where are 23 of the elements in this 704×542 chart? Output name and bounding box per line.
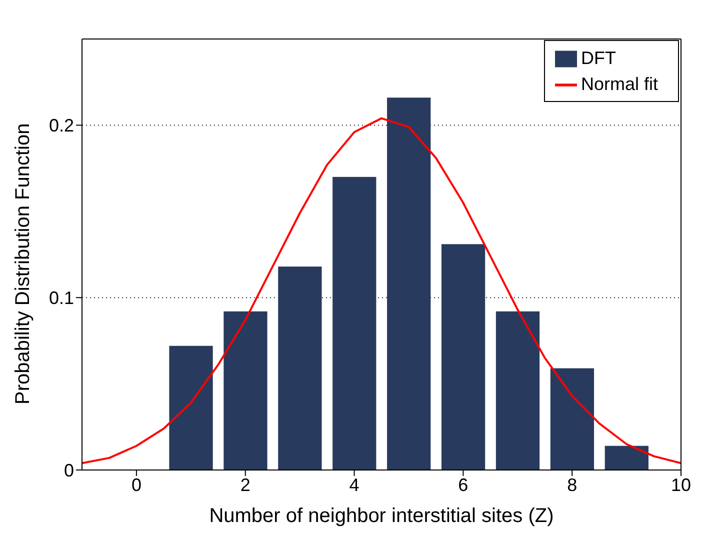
x-tick-label: 8 <box>567 474 578 495</box>
bar <box>604 446 648 470</box>
x-tick-label: 0 <box>131 474 142 495</box>
x-tick-label: 2 <box>240 474 250 495</box>
bar <box>387 98 431 470</box>
y-tick-label: 0.2 <box>48 116 74 136</box>
bar <box>169 346 213 470</box>
bar <box>278 266 322 470</box>
bar <box>332 176 376 470</box>
x-tick-label: 6 <box>458 474 468 495</box>
x-axis-title: Number of neighbor interstitial sites (Z) <box>209 505 554 527</box>
bar <box>224 311 268 470</box>
y-tick-label: 0.1 <box>48 288 74 308</box>
legend-label: DFT <box>580 48 616 68</box>
x-tick-label: 10 <box>670 474 692 495</box>
bar <box>496 311 540 470</box>
line-series <box>82 117 681 464</box>
legend-label: Normal fit <box>580 74 658 94</box>
bar <box>441 244 486 470</box>
y-tick-label: 0 <box>64 460 74 480</box>
y-axis-title: Probability Distribution Function <box>12 123 34 404</box>
bar <box>550 368 594 470</box>
x-tick-label: 4 <box>349 474 360 495</box>
